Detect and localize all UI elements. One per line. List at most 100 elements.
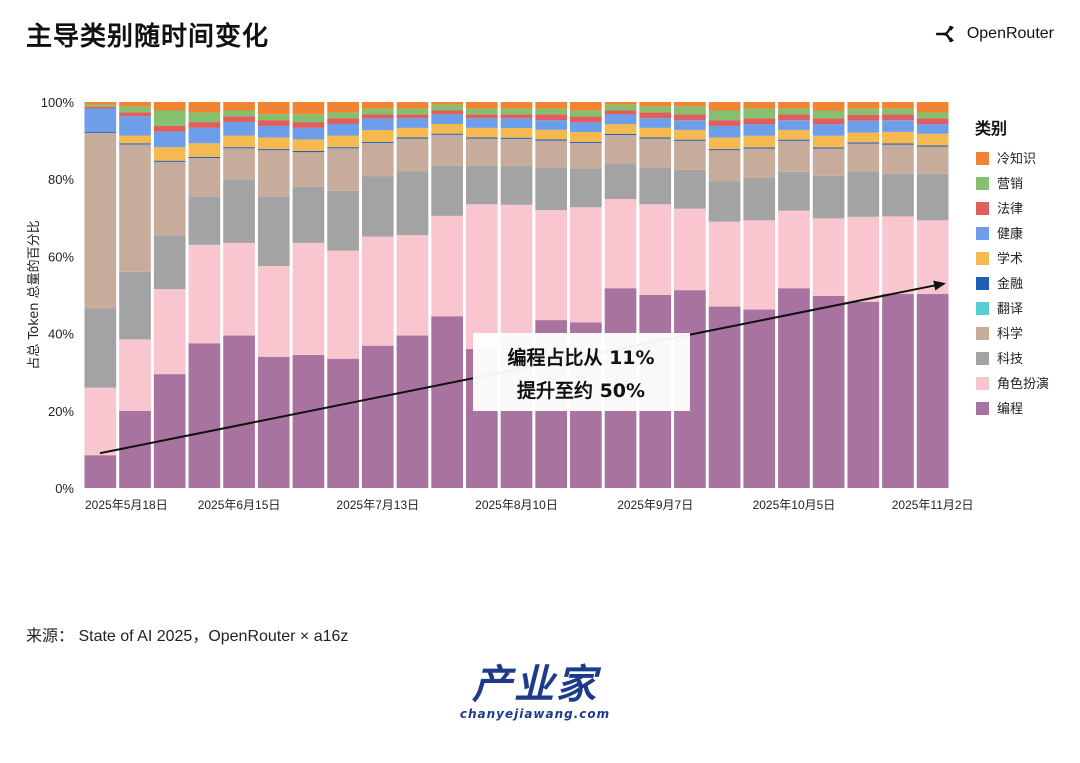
bar-segment-8-15 — [604, 110, 637, 115]
bar-segment-3-24 — [916, 146, 949, 174]
bar-segment-10-12 — [500, 102, 533, 109]
bar-segment-1-10 — [431, 215, 463, 317]
bar-segment-7-14 — [570, 122, 602, 133]
bar-segment-0-4 — [223, 335, 255, 488]
bar-segment-5-4 — [223, 147, 255, 149]
bar-segment-10-19 — [743, 102, 776, 109]
bar-segment-8-22 — [847, 114, 880, 121]
bar-segment-6-13 — [535, 129, 568, 140]
bar-segment-9-3 — [188, 112, 221, 123]
legend-label-1: 营销 — [997, 177, 1023, 192]
bar-segment-1-9 — [396, 235, 429, 336]
bar-segment-8-1 — [119, 112, 151, 117]
bar-segment-8-5 — [257, 120, 290, 126]
legend-swatch-6 — [976, 302, 989, 315]
bar-segment-3-13 — [535, 140, 568, 168]
bar-segment-2-3 — [188, 196, 221, 245]
bar-segment-6-4 — [223, 135, 255, 148]
bar-segment-6-10 — [431, 124, 463, 134]
bar-segment-1-6 — [292, 242, 325, 355]
bar-segment-5-15 — [604, 133, 637, 135]
bar-segment-10-8 — [361, 102, 394, 109]
bar-segment-3-17 — [674, 140, 706, 170]
legend-swatch-4 — [976, 252, 989, 265]
bar-segment-2-8 — [361, 176, 394, 237]
bar-segment-8-7 — [327, 118, 359, 125]
bar-segment-7-18 — [708, 125, 741, 138]
bar-segment-0-24 — [916, 294, 949, 488]
bar-segment-0-18 — [708, 306, 741, 488]
bar-segment-9-9 — [396, 108, 429, 115]
bar-segment-2-4 — [223, 179, 255, 243]
y-tick-label: 40% — [48, 327, 74, 342]
bar-segment-9-0 — [84, 104, 117, 107]
bar-segment-3-5 — [257, 150, 290, 197]
bar-segment-2-2 — [153, 235, 186, 290]
legend-label-3: 健康 — [997, 226, 1023, 242]
bar-segment-9-7 — [327, 112, 359, 119]
legend-title: 类别 — [975, 119, 1007, 138]
bar-segment-7-2 — [153, 131, 186, 148]
bar-segment-8-12 — [500, 114, 533, 119]
bar-segment-8-20 — [778, 114, 810, 121]
bar-segment-5-13 — [535, 139, 568, 141]
bar-segment-6-24 — [916, 133, 949, 146]
source-note: 来源： State of AI 2025，OpenRouter × a16z — [26, 628, 349, 645]
bar-segment-10-16 — [639, 102, 672, 107]
bar-segment-2-14 — [570, 168, 602, 208]
bar-segment-7-4 — [223, 122, 255, 136]
legend-label-2: 法律 — [997, 202, 1023, 217]
bar-segment-3-22 — [847, 143, 880, 172]
bar-segment-0-23 — [882, 294, 914, 488]
bar-segment-1-8 — [361, 236, 394, 346]
bar-segment-6-8 — [361, 130, 394, 142]
bar-segment-5-10 — [431, 133, 463, 135]
bar-segment-7-6 — [292, 127, 325, 140]
bar-segment-10-23 — [882, 102, 914, 109]
bar-segment-5-5 — [257, 149, 290, 151]
bar-segment-5-2 — [153, 160, 186, 162]
bar-segment-7-5 — [257, 125, 290, 138]
bar-segment-2-19 — [743, 177, 776, 221]
bar-segment-9-12 — [500, 108, 533, 115]
bar-segment-3-18 — [708, 150, 741, 182]
bar-segment-9-18 — [708, 110, 741, 121]
bar-segment-1-16 — [639, 204, 672, 295]
legend-swatch-3 — [976, 227, 989, 240]
bar-segment-2-7 — [327, 190, 359, 251]
bar-segment-2-11 — [465, 165, 498, 205]
brand-name: OpenRouter — [966, 25, 1054, 42]
bar-segment-9-11 — [465, 108, 498, 115]
bar-segment-0-22 — [847, 301, 880, 488]
trend-arrow-head — [933, 280, 946, 291]
bar-segment-8-24 — [916, 118, 949, 125]
bar-segment-0-2 — [153, 374, 186, 488]
bar-segment-3-11 — [465, 138, 498, 166]
bar-segment-7-13 — [535, 120, 568, 130]
legend-label-0: 冷知识 — [997, 151, 1036, 167]
bar-segment-5-22 — [847, 142, 880, 144]
y-tick-label: 60% — [48, 249, 74, 264]
bar-segment-6-19 — [743, 135, 776, 148]
bar-segment-10-6 — [292, 102, 325, 115]
x-tick-label: 2025年5月18日 — [85, 498, 168, 512]
bar-segment-5-11 — [465, 137, 498, 139]
bar-segment-9-24 — [916, 112, 949, 119]
bar-segment-9-21 — [812, 110, 845, 119]
bar-segment-3-4 — [223, 148, 255, 180]
bar-segment-8-23 — [882, 114, 914, 121]
bar-segment-1-2 — [153, 289, 186, 375]
bar-segment-6-11 — [465, 127, 498, 138]
bar-segment-1-3 — [188, 244, 221, 344]
bar-segment-0-9 — [396, 335, 429, 488]
legend-label-8: 科技 — [997, 352, 1023, 367]
bar-segment-5-12 — [500, 137, 533, 139]
bar-segment-5-18 — [708, 149, 741, 151]
bar-segment-2-24 — [916, 173, 949, 221]
bar-segment-10-22 — [847, 102, 880, 109]
y-tick-label: 80% — [48, 172, 74, 187]
bar-segment-8-2 — [153, 125, 186, 132]
bar-segment-1-7 — [327, 250, 359, 359]
bar-segment-8-3 — [188, 122, 221, 128]
bar-segment-6-5 — [257, 137, 290, 150]
